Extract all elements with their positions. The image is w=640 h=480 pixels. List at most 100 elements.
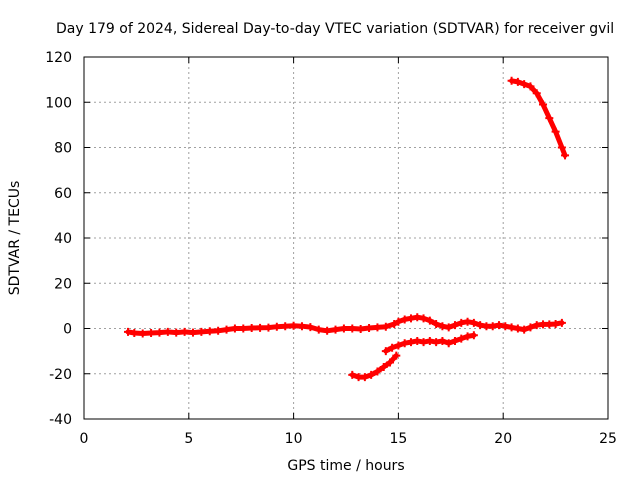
data-point — [526, 323, 535, 332]
data-point — [545, 114, 554, 123]
x-axis: 0 5 10 15 20 25 — [80, 57, 617, 447]
data-point — [450, 336, 459, 345]
data-point — [339, 324, 348, 333]
data-point — [367, 370, 376, 379]
data-point — [348, 370, 357, 379]
data-point — [272, 322, 281, 331]
data-point — [388, 343, 397, 352]
data-point — [438, 336, 447, 345]
data-point — [331, 325, 340, 334]
y-tick-label: -40 — [49, 412, 72, 428]
data-point — [425, 316, 434, 325]
data-point — [450, 321, 459, 330]
data-point — [406, 314, 415, 323]
data-point — [348, 324, 357, 333]
data-point — [172, 328, 181, 337]
y-axis: -40 -20 0 20 40 60 80 100 120 — [45, 50, 608, 428]
grid-lines — [84, 57, 608, 419]
data-point — [507, 76, 516, 85]
y-tick-label: 80 — [54, 141, 72, 157]
data-point — [386, 358, 395, 367]
x-tick-label: 15 — [389, 431, 407, 447]
data-point — [155, 328, 164, 337]
data-point — [520, 80, 529, 89]
data-point — [557, 318, 566, 327]
x-tick-label: 20 — [494, 431, 512, 447]
data-point — [495, 321, 504, 330]
data-point — [381, 347, 390, 356]
series-trace — [509, 78, 568, 158]
data-point — [222, 325, 231, 334]
data-point — [239, 324, 248, 333]
data-point — [469, 318, 478, 327]
y-tick-label: 20 — [54, 276, 72, 292]
data-point — [306, 323, 315, 332]
data-point — [205, 327, 214, 336]
data-point — [373, 323, 382, 332]
data-point — [381, 322, 390, 331]
data-point — [394, 341, 403, 350]
data-point — [444, 323, 453, 332]
data-point — [463, 332, 472, 341]
data-point — [469, 331, 478, 340]
y-tick-label: 0 — [63, 322, 72, 338]
data-point — [488, 322, 497, 331]
data-point — [289, 321, 298, 330]
data-point — [551, 127, 560, 136]
chart-title: Day 179 of 2024, Sidereal Day-to-day VTE… — [56, 21, 614, 37]
data-point — [365, 324, 374, 333]
data-point — [297, 322, 306, 331]
data-point — [400, 315, 409, 324]
data-point — [130, 329, 139, 338]
data-point — [394, 317, 403, 326]
data-point — [124, 327, 133, 336]
data-point — [230, 324, 239, 333]
x-axis-label: GPS time / hours — [287, 458, 404, 474]
data-point — [138, 329, 147, 338]
y-tick-label: 120 — [45, 50, 72, 66]
data-point — [463, 317, 472, 326]
y-tick-label: 100 — [45, 95, 72, 111]
data-point — [419, 314, 428, 323]
data-point — [360, 373, 369, 382]
data-point — [379, 362, 388, 371]
data-point — [507, 323, 516, 332]
x-tick-label: 25 — [599, 431, 617, 447]
data-point — [281, 322, 290, 331]
data-point — [438, 322, 447, 331]
data-point — [557, 143, 566, 152]
data-point — [432, 338, 441, 347]
data-point — [356, 324, 365, 333]
data-point — [513, 324, 522, 333]
data-point — [444, 339, 453, 348]
data-point — [561, 151, 570, 160]
data-point — [163, 327, 172, 336]
data-point — [457, 334, 466, 343]
data-point — [264, 323, 273, 332]
data-point — [147, 329, 156, 338]
data-point — [197, 327, 206, 336]
data-point — [419, 338, 428, 347]
data-point — [425, 336, 434, 345]
x-tick-label: 10 — [285, 431, 303, 447]
data-point — [432, 319, 441, 328]
data-point — [180, 327, 189, 336]
data-point — [390, 319, 399, 328]
data-point — [551, 319, 560, 328]
data-point — [256, 323, 265, 332]
data-point — [247, 324, 256, 333]
data-point — [513, 77, 522, 86]
data-point — [323, 326, 332, 335]
data-point — [314, 325, 323, 334]
y-tick-label: 40 — [54, 231, 72, 247]
data-point — [532, 89, 541, 98]
x-tick-label: 0 — [80, 431, 89, 447]
data-point — [413, 313, 422, 322]
x-tick-label: 5 — [184, 431, 193, 447]
data-point — [400, 339, 409, 348]
data-point — [392, 351, 401, 360]
y-tick-label: -20 — [49, 367, 72, 383]
data-point — [457, 318, 466, 327]
data-point — [188, 328, 197, 337]
